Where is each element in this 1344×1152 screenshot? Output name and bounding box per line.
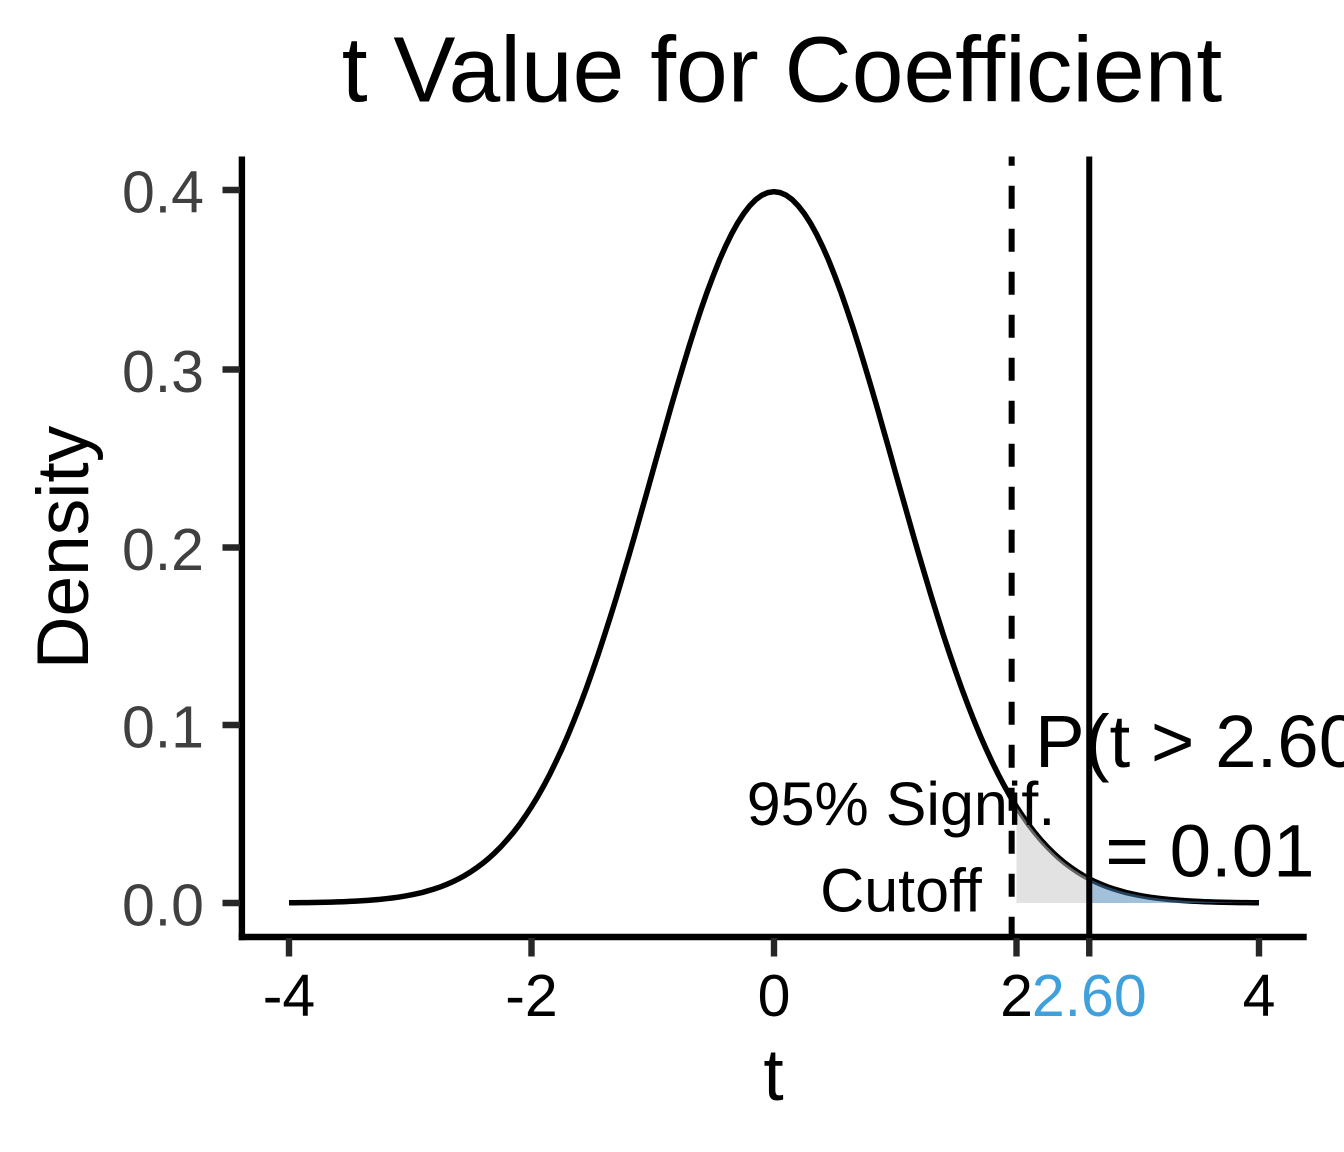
svg-text:0.3: 0.3 bbox=[122, 339, 204, 405]
svg-text:2.60: 2.60 bbox=[1032, 963, 1147, 1029]
svg-text:t: t bbox=[763, 1035, 783, 1116]
svg-text:= 0.01: = 0.01 bbox=[1105, 810, 1314, 893]
svg-text:0: 0 bbox=[758, 963, 791, 1029]
svg-text:2: 2 bbox=[1000, 963, 1033, 1029]
svg-text:P(t > 2.60): P(t > 2.60) bbox=[1035, 700, 1344, 783]
svg-text:t Value for Coefficient: t Value for Coefficient bbox=[342, 18, 1223, 122]
svg-text:0.4: 0.4 bbox=[122, 160, 204, 226]
svg-text:0.1: 0.1 bbox=[122, 695, 204, 761]
svg-text:0.2: 0.2 bbox=[122, 517, 204, 583]
svg-text:95% Signif.: 95% Signif. bbox=[747, 770, 1056, 838]
svg-text:4: 4 bbox=[1243, 963, 1276, 1029]
svg-text:Cutoff: Cutoff bbox=[820, 857, 983, 925]
svg-text:0.0: 0.0 bbox=[122, 873, 204, 939]
svg-text:Density: Density bbox=[23, 425, 104, 669]
svg-text:-2: -2 bbox=[505, 963, 557, 1029]
svg-text:-4: -4 bbox=[263, 963, 315, 1029]
